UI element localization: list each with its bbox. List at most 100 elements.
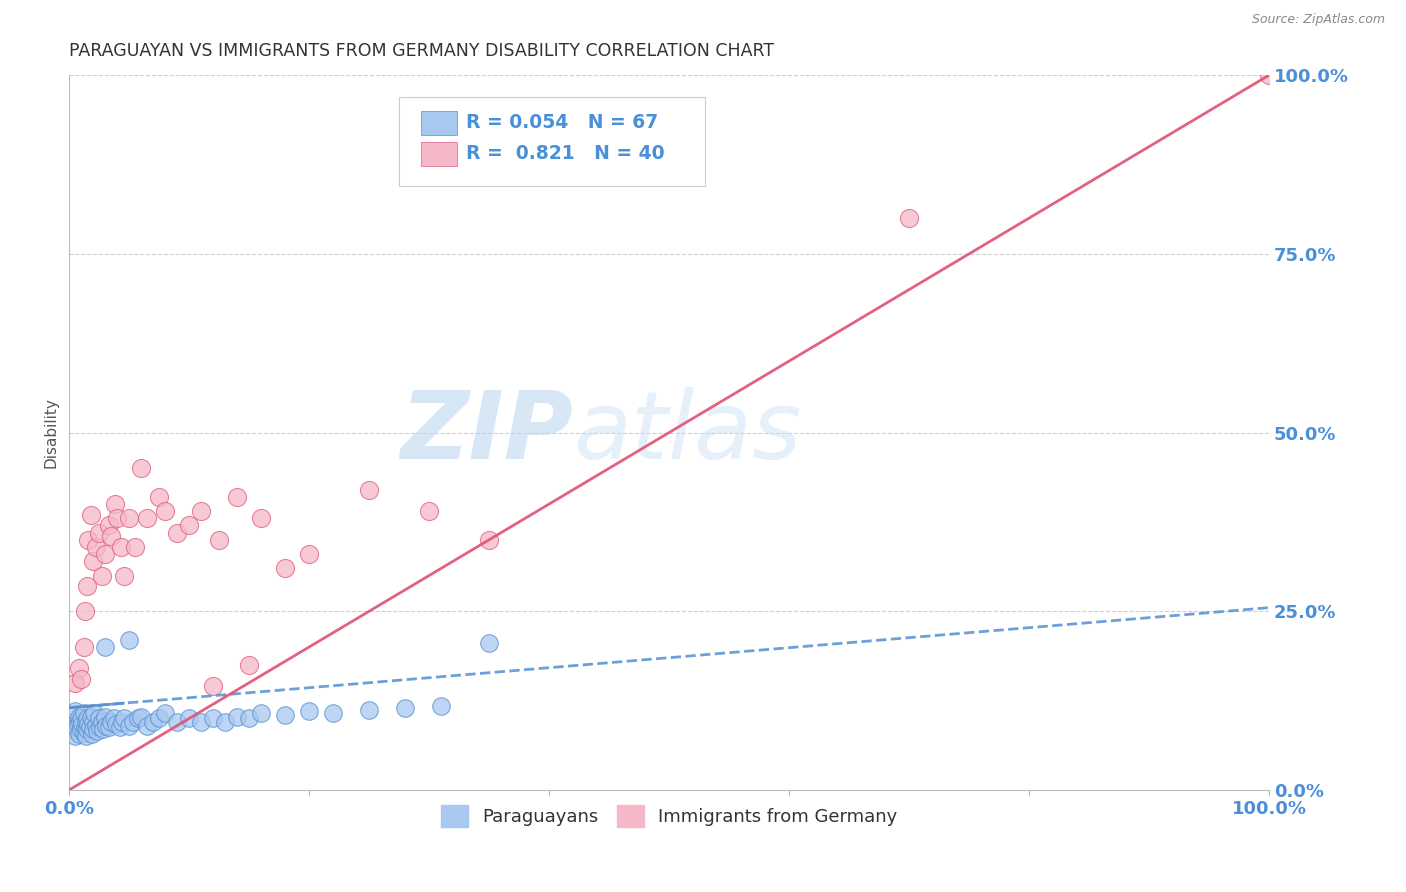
Point [97, 518, 120, 533]
Point [179, 711, 201, 725]
Point [72, 717, 94, 731]
Point [142, 714, 165, 729]
Text: PARAGUAYAN VS IMMIGRANTS FROM GERMANY DISABILITY CORRELATION CHART: PARAGUAYAN VS IMMIGRANTS FROM GERMANY DI… [69, 42, 775, 60]
Point [136, 718, 159, 732]
Point [62, 722, 84, 736]
Point [478, 533, 501, 547]
Point [136, 511, 159, 525]
Point [214, 714, 236, 729]
Point [238, 657, 260, 672]
Point [298, 547, 321, 561]
Text: Source: ZipAtlas.com: Source: ZipAtlas.com [1251, 13, 1385, 27]
Point [238, 711, 260, 725]
Point [155, 504, 177, 518]
Point [121, 714, 143, 729]
Point [111, 714, 134, 729]
Point [82, 722, 104, 736]
Point [73, 720, 96, 734]
Point [179, 518, 201, 533]
Point [79, 720, 101, 734]
Point [75, 714, 97, 729]
Point [82, 554, 104, 568]
Point [108, 720, 131, 734]
Point [322, 706, 344, 720]
Point [110, 540, 132, 554]
Point [359, 703, 381, 717]
FancyBboxPatch shape [399, 96, 704, 186]
Point [94, 547, 117, 561]
Point [73, 604, 96, 618]
Point [190, 714, 212, 729]
Point [100, 714, 122, 729]
Point [112, 711, 135, 725]
Point [80, 710, 103, 724]
Point [75, 729, 97, 743]
Point [148, 490, 170, 504]
Point [118, 718, 141, 732]
Text: ZIP: ZIP [401, 386, 574, 479]
Point [82, 714, 104, 729]
Point [89, 525, 111, 540]
Point [70, 672, 93, 686]
Point [118, 632, 141, 647]
FancyBboxPatch shape [420, 111, 457, 135]
Point [67, 727, 90, 741]
Point [83, 706, 105, 720]
Point [1258, 68, 1281, 82]
Point [190, 504, 212, 518]
Point [274, 707, 297, 722]
Point [72, 640, 94, 654]
Text: R =  0.821   N = 40: R = 0.821 N = 40 [467, 145, 665, 163]
Point [60, 718, 83, 732]
Point [250, 706, 273, 720]
Point [89, 720, 111, 734]
Point [94, 640, 117, 654]
Point [298, 704, 321, 718]
Point [67, 710, 90, 724]
Point [418, 504, 440, 518]
Point [76, 711, 98, 725]
Point [70, 722, 93, 736]
Point [77, 533, 100, 547]
Point [90, 568, 112, 582]
Point [89, 711, 111, 725]
Point [112, 568, 135, 582]
Y-axis label: Disability: Disability [44, 397, 58, 468]
Text: atlas: atlas [574, 387, 801, 478]
Point [100, 529, 122, 543]
Point [96, 718, 118, 732]
Point [478, 636, 501, 650]
Point [202, 679, 225, 693]
Point [250, 511, 273, 525]
Point [97, 720, 120, 734]
Point [105, 717, 128, 731]
Point [65, 704, 87, 718]
Point [394, 700, 416, 714]
Point [430, 698, 453, 713]
Point [90, 714, 112, 729]
FancyBboxPatch shape [420, 143, 457, 166]
Point [77, 717, 100, 731]
Point [104, 497, 127, 511]
Point [359, 483, 381, 497]
Point [129, 710, 152, 724]
Point [898, 211, 921, 226]
Point [72, 706, 94, 720]
Point [129, 461, 152, 475]
Point [127, 711, 149, 725]
Point [65, 675, 87, 690]
Legend: Paraguayans, Immigrants from Germany: Paraguayans, Immigrants from Germany [433, 798, 904, 835]
Point [208, 533, 231, 547]
Point [91, 722, 114, 736]
Point [65, 729, 87, 743]
Point [148, 711, 170, 725]
Point [69, 714, 91, 729]
Point [70, 711, 93, 725]
Point [166, 714, 188, 729]
Point [86, 724, 108, 739]
Point [226, 490, 249, 504]
Point [124, 540, 146, 554]
Point [66, 717, 89, 731]
Point [72, 725, 94, 739]
Point [80, 508, 103, 522]
